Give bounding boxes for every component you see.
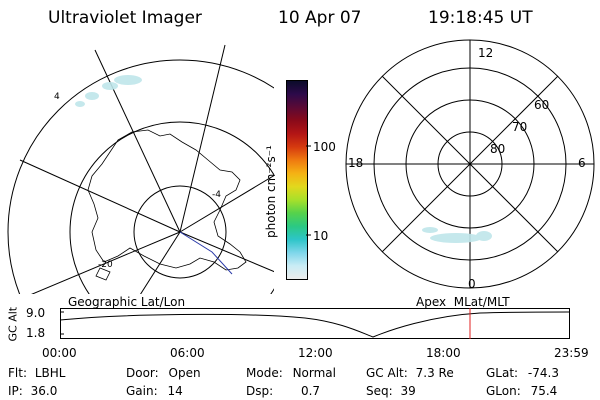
aurora-patches xyxy=(422,227,492,243)
param-value: Normal xyxy=(292,366,336,380)
param-value: 7.3 Re xyxy=(415,366,454,380)
grid-label: -4 xyxy=(212,190,221,200)
param-label: Flt: xyxy=(8,366,27,380)
param-glon: GLon: 75.4 xyxy=(486,384,557,398)
colorbar-tick-label: 10 xyxy=(313,229,329,243)
altitude-timeline xyxy=(59,308,570,339)
param-value: 14 xyxy=(167,384,183,398)
param-value: 0.7 xyxy=(300,384,321,398)
grid-label: 4 xyxy=(54,92,60,102)
date-label: 10 Apr 07 xyxy=(278,8,362,28)
coastline xyxy=(87,129,247,271)
mlt-label-12: 12 xyxy=(478,46,494,60)
param-label: Gain: xyxy=(126,384,158,398)
lat-circle xyxy=(69,121,274,294)
app-title: Ultraviolet Imager xyxy=(48,8,202,28)
aurora-patches xyxy=(75,75,142,107)
param-value: LBHL xyxy=(34,366,66,380)
mlt-label-18: 18 xyxy=(348,156,364,170)
param-value: 36.0 xyxy=(30,384,58,398)
geographic-caption: Geographic Lat/Lon xyxy=(68,295,186,309)
param-label: Seq: xyxy=(366,384,393,398)
timeline-x-tick: 12:00 xyxy=(298,346,333,360)
param-value: -74.3 xyxy=(527,366,559,380)
mlat-label-80: 80 xyxy=(490,142,506,156)
meridian-line xyxy=(19,159,181,233)
mlt-label-0: 0 xyxy=(468,277,476,291)
param-ip: IP: 36.0 xyxy=(8,384,57,398)
grid-label: -20 xyxy=(98,260,113,270)
param-glat: GLat: -74.3 xyxy=(486,366,559,380)
param-seq: Seq: 39 xyxy=(366,384,416,398)
colorbar-ticks xyxy=(306,145,311,236)
param-value: Open xyxy=(168,366,201,380)
altitude-curve xyxy=(59,311,570,338)
param-label: GLon: xyxy=(486,384,521,398)
meridian-line xyxy=(179,175,274,233)
meridian-line xyxy=(31,231,181,294)
param-value: 75.4 xyxy=(530,384,558,398)
param-gc-alt: GC Alt: 7.3 Re xyxy=(366,366,454,380)
param-mode: Mode: Normal xyxy=(246,366,336,380)
mlt-line xyxy=(381,75,559,253)
meridian-line xyxy=(94,49,181,233)
apex-caption: Apex MLat/MLT xyxy=(416,295,510,309)
meridian-line xyxy=(179,44,226,233)
timeline-x-tick: 00:00 xyxy=(42,346,77,360)
param-label: Door: xyxy=(126,366,159,380)
param-value: 39 xyxy=(400,384,416,398)
param-filter: Flt: LBHL xyxy=(8,366,65,380)
colorbar-tick-label: 100 xyxy=(313,140,336,154)
timeline-y-tick: 1.8 xyxy=(26,326,46,340)
time-label: 19:18:45 UT xyxy=(428,8,533,28)
param-gain: Gain: 14 xyxy=(126,384,183,398)
timeline-x-tick: 18:00 xyxy=(426,346,461,360)
lat-circle xyxy=(7,59,274,294)
lat-circle xyxy=(133,185,227,279)
color-scale-bar xyxy=(286,80,308,280)
timeline-axis-label: GC Alt xyxy=(6,306,20,342)
coastline xyxy=(95,267,111,281)
timeline-x-tick: 23:59 xyxy=(554,346,589,360)
mlat-label-60: 60 xyxy=(534,98,550,112)
timeline-y-tick: 9.0 xyxy=(26,306,46,320)
meridian-line xyxy=(179,231,274,273)
mlt-label-6: 6 xyxy=(578,156,586,170)
param-label: GLat: xyxy=(486,366,519,380)
mlat-label-70: 70 xyxy=(512,120,528,134)
param-label: GC Alt: xyxy=(366,366,408,380)
timeline-x-tick: 06:00 xyxy=(170,346,205,360)
param-label: IP: xyxy=(8,384,23,398)
param-label: Mode: xyxy=(246,366,283,380)
satellite-track xyxy=(179,231,233,275)
param-label: Dsp: xyxy=(246,384,274,398)
param-dsp: Dsp: 0.7 xyxy=(246,384,320,398)
param-door: Door: Open xyxy=(126,366,201,380)
meridian-line xyxy=(140,231,181,294)
